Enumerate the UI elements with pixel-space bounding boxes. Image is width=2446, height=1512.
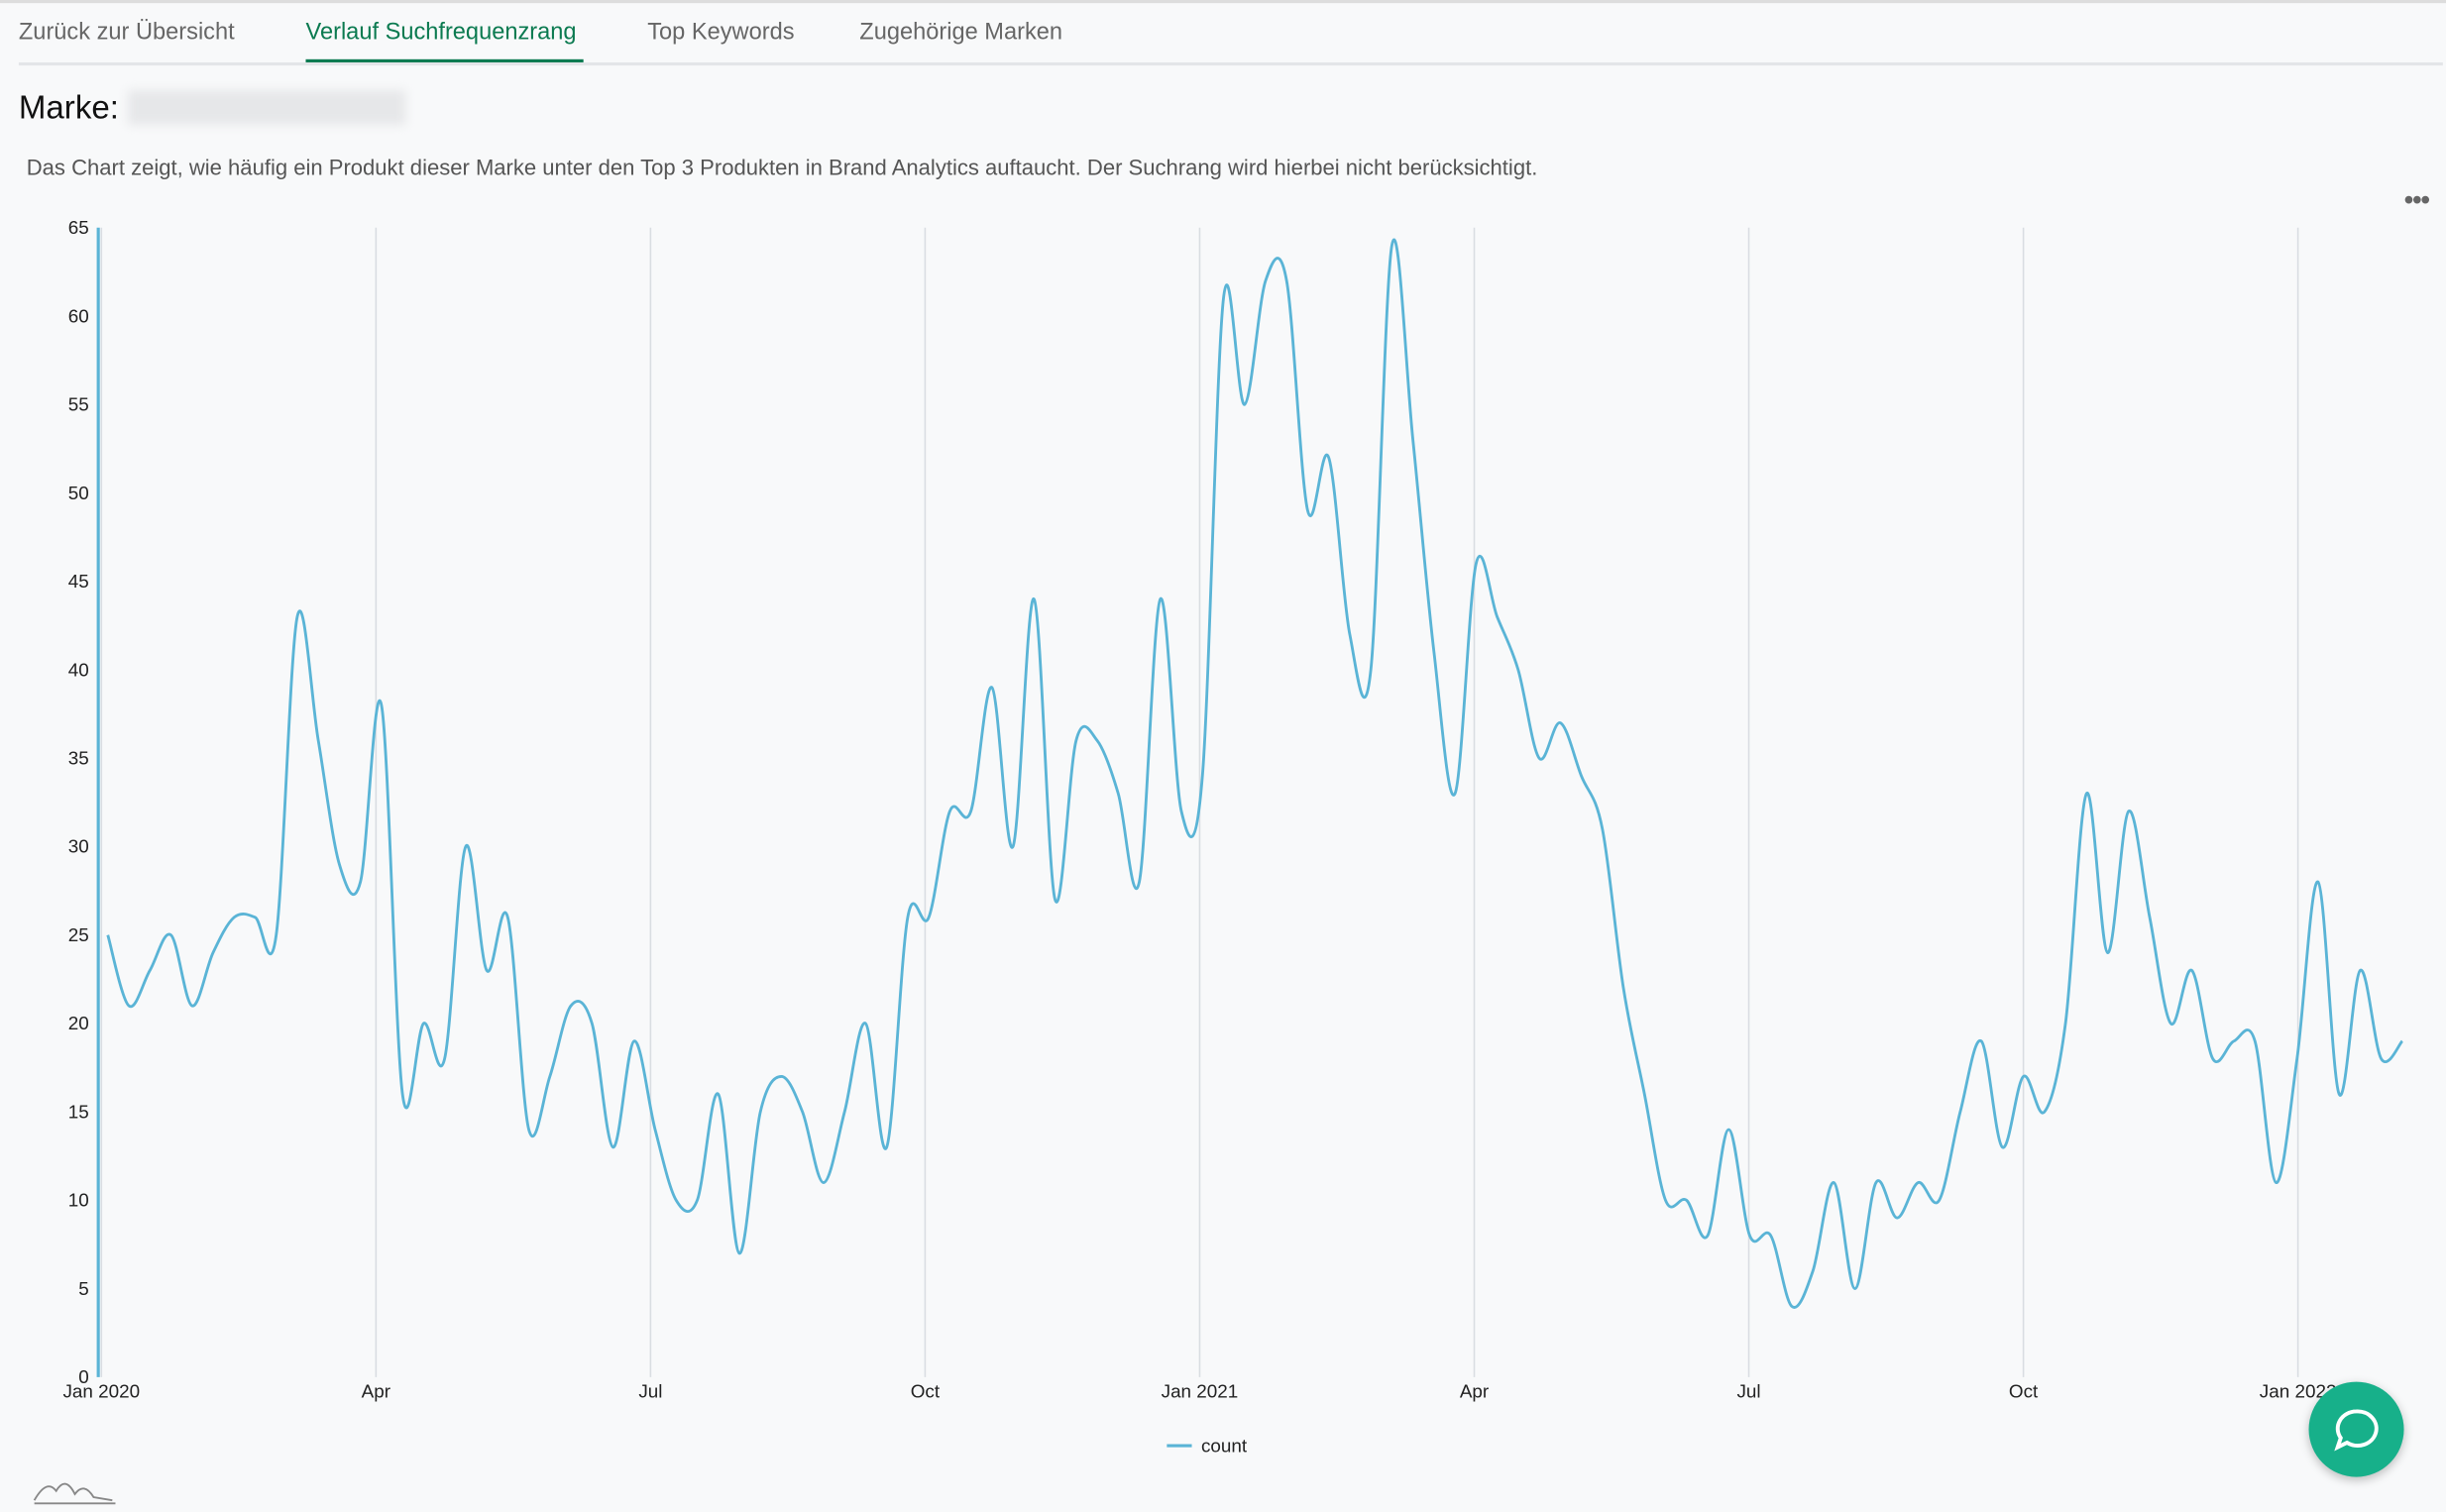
- y-tick-label: 35: [68, 749, 89, 770]
- brand-label: Marke:: [18, 90, 119, 127]
- y-tick-label: 15: [68, 1102, 89, 1123]
- y-tick-label: 50: [68, 484, 89, 504]
- y-tick-label: 40: [68, 660, 89, 681]
- x-tick-label: Apr: [362, 1381, 390, 1402]
- x-tick-label: Oct: [911, 1381, 941, 1402]
- brand-name-blurred: [128, 90, 406, 125]
- y-tick-label: 55: [68, 395, 89, 416]
- y-tick-label: 5: [78, 1279, 89, 1300]
- menu-dots[interactable]: •••: [2403, 183, 2431, 216]
- y-tick-label: 25: [68, 925, 89, 946]
- y-tick-label: 65: [68, 218, 89, 239]
- logo-icon: [33, 1482, 116, 1505]
- y-tick-label: 60: [68, 306, 89, 327]
- series-line: [106, 238, 2404, 1309]
- y-tick-label: 0: [78, 1367, 89, 1388]
- tab[interactable]: Zugehörige Marken: [859, 18, 1063, 46]
- x-tick-label: Apr: [1460, 1381, 1489, 1402]
- x-tick-label: Jul: [638, 1381, 662, 1402]
- tab-divider: [18, 61, 2443, 66]
- tab-underline: [305, 58, 584, 64]
- y-tick-label: 30: [68, 837, 89, 858]
- legend-label: count: [1201, 1436, 1248, 1457]
- x-tick-label: Oct: [2009, 1381, 2039, 1402]
- x-tick-label: Jan 2021: [1162, 1381, 1239, 1402]
- y-tick-label: 45: [68, 572, 89, 593]
- tab[interactable]: Top Keywords: [647, 18, 795, 46]
- y-tick-label: 10: [68, 1191, 89, 1212]
- chat-button[interactable]: [2308, 1381, 2404, 1477]
- x-tick-label: Jan 2022: [2260, 1381, 2337, 1402]
- y-tick-label: 20: [68, 1014, 89, 1034]
- tab[interactable]: Zurück zur Übersicht: [18, 18, 235, 46]
- description: Das Chart zeigt, wie häufig ein Produkt …: [26, 154, 1538, 180]
- top-border: [0, 0, 2446, 4]
- x-tick-label: Jan 2020: [62, 1381, 140, 1402]
- chat-icon: [2334, 1409, 2379, 1452]
- x-tick-label: Jul: [1736, 1381, 1760, 1402]
- tab[interactable]: Verlauf Suchfrequenzrang: [305, 18, 577, 46]
